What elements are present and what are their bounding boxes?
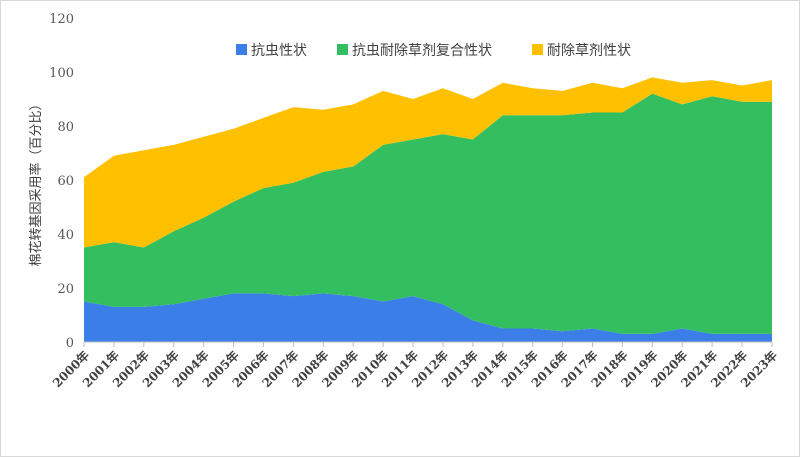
y-tick-label: 60 (57, 174, 74, 189)
legend-label-2: 抗虫耐除草剂复合性状 (352, 42, 492, 59)
y-tick-label: 80 (57, 120, 74, 135)
y-tick-label: 100 (49, 66, 74, 81)
x-tick-labels: 2000年2001年2002年2003年2004年2005年2006年2007年… (49, 342, 780, 390)
legend-label-3: 耐除草剂性状 (547, 43, 631, 59)
legend-swatch-1 (236, 44, 247, 55)
legend-swatch-2 (337, 44, 348, 55)
y-tick-label: 120 (49, 12, 74, 27)
area-series-3 (84, 77, 772, 248)
y-tick-label: 20 (57, 282, 74, 297)
area-series-1 (84, 293, 772, 342)
y-axis-label: 棉花转基因采用率（百分比） (28, 97, 44, 266)
area-series-2 (84, 93, 772, 334)
y-tick-labels: 0 20 40 60 80 100 120 (49, 12, 74, 351)
legend-swatch-3 (532, 44, 543, 55)
y-tick-label: 0 (66, 336, 74, 351)
legend: 抗虫性状 抗虫耐除草剂复合性状 耐除草剂性状 (236, 42, 631, 59)
y-tick-label: 40 (57, 228, 74, 243)
plot-areas (84, 77, 772, 342)
legend-label-1: 抗虫性状 (251, 43, 307, 59)
